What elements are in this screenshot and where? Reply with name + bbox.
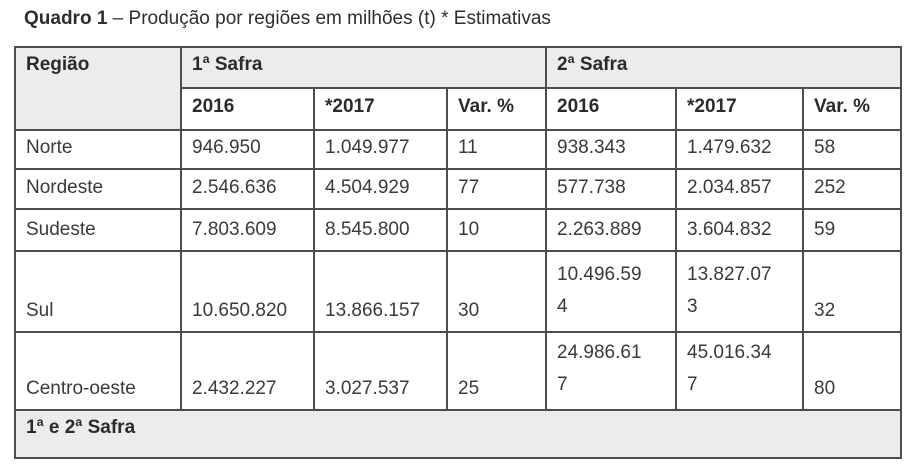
value-cell: 24.986.61 7: [545, 331, 678, 411]
value-cell: 3.604.832: [675, 208, 805, 252]
value-cell: 59: [802, 208, 903, 252]
value-cell: 30: [445, 250, 548, 333]
table-row-nordeste: Nordeste 2.546.636 4.504.929 77 577.738 …: [14, 168, 903, 210]
value-cell: 45.016.34 7: [675, 331, 805, 411]
value-cell: 11: [445, 129, 548, 170]
value-cell: 8.545.800: [313, 208, 448, 252]
subheader-s1-2017: *2017: [313, 87, 448, 131]
value-cell: 77: [445, 168, 548, 210]
table-row-centro-oeste: Centro-oeste 2.432.227 3.027.537 25 24.9…: [14, 331, 903, 411]
value-cell: 2.546.636: [180, 168, 315, 210]
title-label: Quadro 1: [24, 8, 108, 29]
header-region: Região: [14, 46, 182, 131]
value-cell: 13.827.07 3: [675, 250, 805, 333]
value-cell: 58: [802, 129, 903, 170]
value-cell: 25: [445, 331, 548, 411]
region-label: Sudeste: [14, 208, 182, 252]
header-row-years: 2016 *2017 Var. % 2016 *2017 Var. %: [15, 87, 903, 131]
value-cell: 938.343: [545, 129, 678, 170]
value-cell: 2.432.227: [180, 331, 315, 411]
value-cell: 7.803.609: [180, 208, 315, 252]
subheader-s2-2016: 2016: [545, 87, 678, 131]
region-label: Sul: [14, 250, 182, 333]
region-label: Norte: [14, 129, 182, 170]
value-cell: 3.027.537: [313, 331, 448, 411]
region-label: Nordeste: [14, 168, 182, 210]
value-cell: 80: [802, 331, 903, 411]
value-cell: 10.496.59 4: [545, 250, 678, 333]
table-row-norte: Norte 946.950 1.049.977 11 938.343 1.479…: [14, 129, 903, 170]
footer-band-label: 1ª e 2ª Safra: [13, 408, 903, 459]
production-table: Região 1ª Safra 2ª Safra 2016 *2017 Var.…: [13, 46, 903, 459]
value-cell: 10.650.820: [180, 250, 315, 333]
header-safra1: 1ª Safra: [179, 46, 548, 89]
subheader-s1-var: Var. %: [445, 87, 548, 131]
subheader-s2-var: Var. %: [802, 87, 903, 131]
value-cell: 10: [445, 208, 548, 252]
value-cell: 2.034.857: [675, 168, 805, 210]
table-row-sul: Sul 10.650.820 13.866.157 30 10.496.59 4…: [14, 250, 903, 333]
table-row-sudeste: Sudeste 7.803.609 8.545.800 10 2.263.889…: [14, 208, 903, 252]
subheader-s2-2017: *2017: [675, 87, 805, 131]
document-title: Quadro 1 – Produção por regiões em milhõ…: [24, 8, 551, 30]
value-cell: 1.479.632: [675, 129, 805, 170]
value-cell: 2.263.889: [545, 208, 678, 252]
value-cell: 946.950: [180, 129, 315, 170]
value-cell: 4.504.929: [313, 168, 448, 210]
region-label: Centro-oeste: [14, 331, 182, 411]
header-row-groups: Região 1ª Safra 2ª Safra: [14, 46, 903, 131]
value-cell: 1.049.977: [313, 129, 448, 170]
header-safra2: 2ª Safra: [545, 46, 903, 89]
value-cell: 13.866.157: [313, 250, 448, 333]
table-footer-row: 1ª e 2ª Safra: [13, 408, 903, 459]
title-text: – Produção por regiões em milhões (t) * …: [107, 8, 551, 29]
value-cell: 252: [802, 168, 903, 210]
value-cell: 577.738: [545, 168, 678, 210]
subheader-s1-2016: 2016: [180, 87, 315, 131]
value-cell: 32: [802, 250, 903, 333]
